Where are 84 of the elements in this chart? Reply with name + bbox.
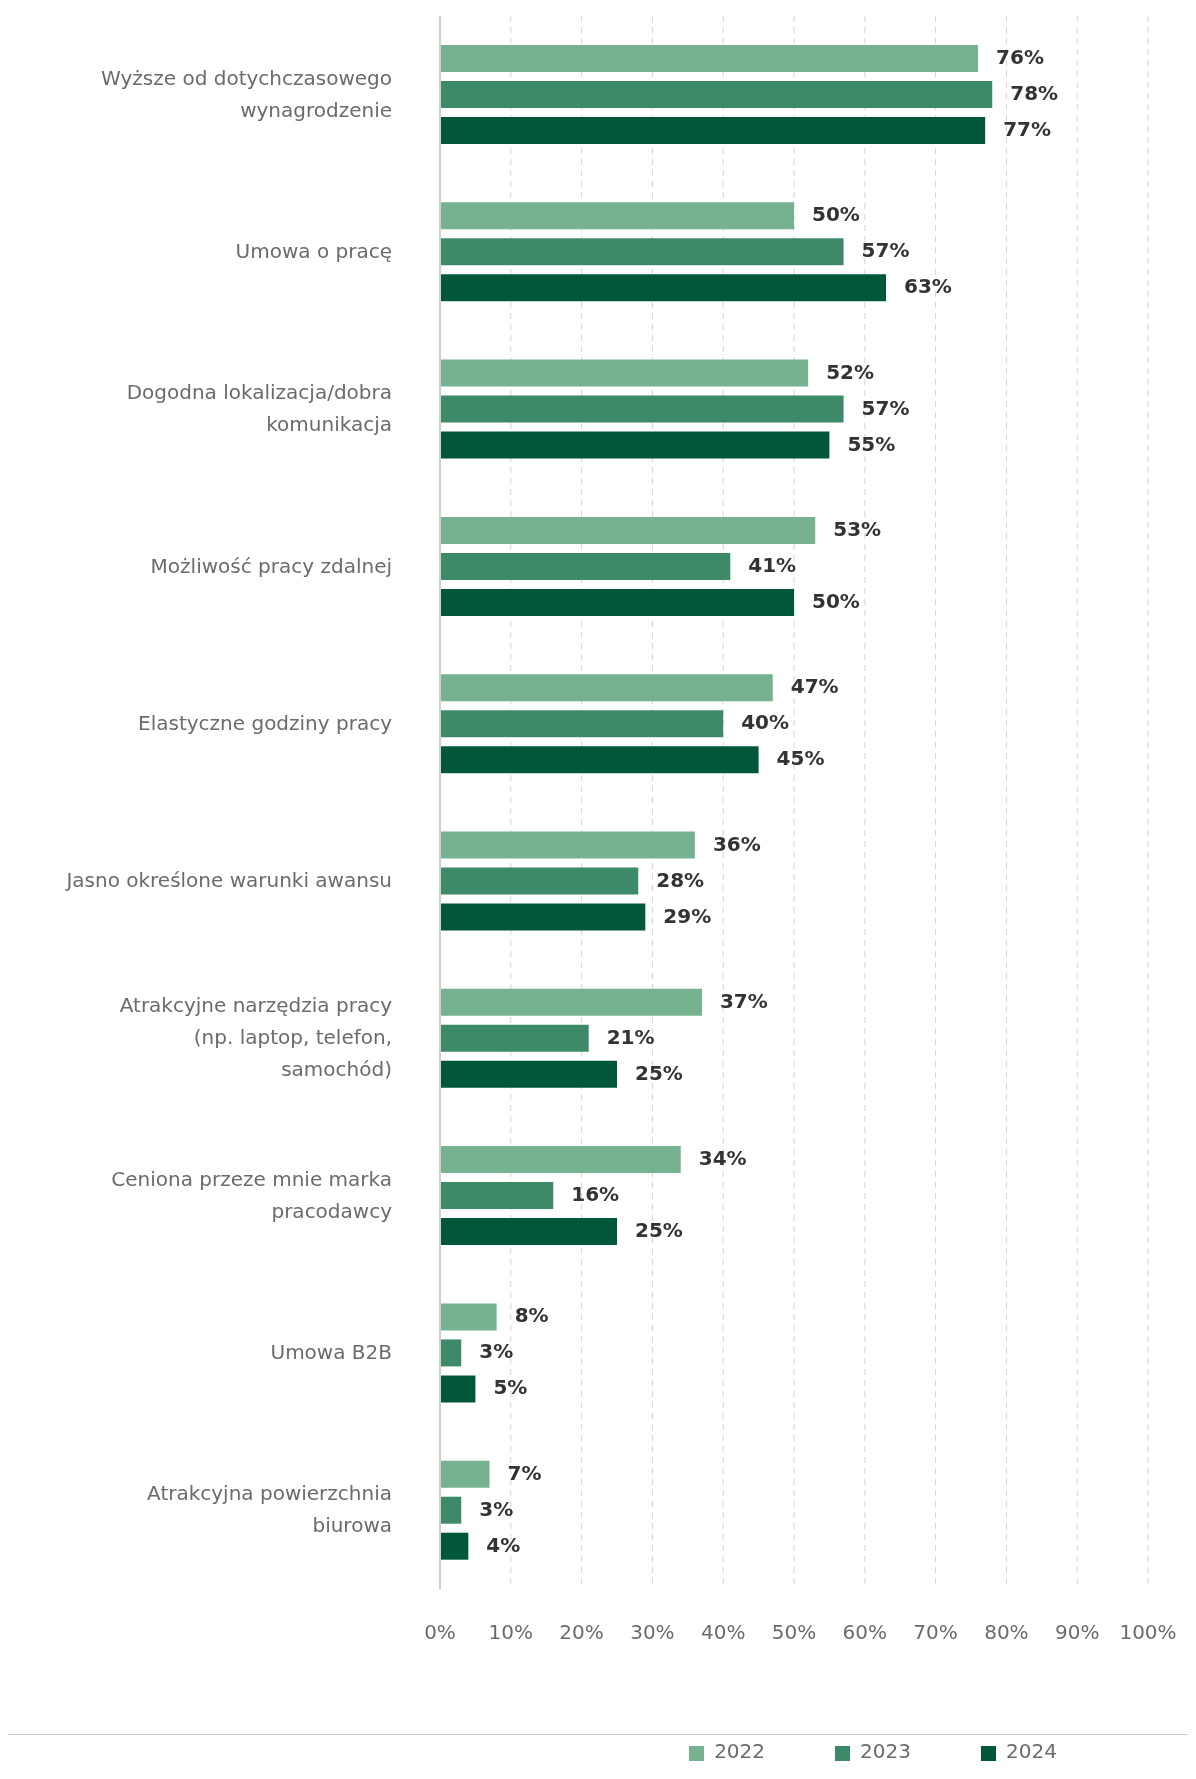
y-tick-label: Wyższe od dotychczasowego wynagrodzenie [101, 65, 392, 122]
data-label: 25% [635, 1218, 683, 1243]
data-label: 57% [861, 395, 910, 420]
x-tick-label: 30% [630, 1620, 675, 1645]
x-tick-label: 40% [700, 1620, 746, 1645]
y-tick-label: Atrakcyjna powierzchnia biurowa [147, 1480, 392, 1537]
y-tick-label: Elastyczne godziny pracy [138, 710, 393, 735]
data-label: 57% [861, 238, 910, 263]
bar [440, 588, 794, 616]
bar [440, 710, 724, 738]
bar [440, 674, 773, 702]
x-tick-label: 10% [488, 1620, 534, 1645]
bar [440, 81, 993, 108]
data-label: 37% [719, 988, 768, 1013]
bar [440, 395, 844, 423]
y-tick-label: Ceniona przeze mnie marka pracodawcy [111, 1166, 393, 1223]
data-label: 45% [776, 746, 825, 771]
bar [440, 238, 844, 266]
data-label: 3% [479, 1339, 514, 1364]
bar [440, 45, 979, 72]
bar [440, 1532, 469, 1560]
y-tick-label: Umowa o pracę [235, 238, 392, 263]
data-label: 55% [847, 431, 896, 456]
data-label: 28% [656, 867, 705, 892]
bar [440, 903, 646, 931]
bar [440, 1146, 681, 1174]
bar [440, 1339, 462, 1367]
bar [440, 1060, 617, 1088]
y-tick-label: Jasno określone warunki awansu [64, 867, 392, 892]
bar [440, 1218, 617, 1246]
legend-label: 2023 [860, 1739, 911, 1763]
data-label: 36% [712, 831, 761, 856]
bar [440, 831, 695, 859]
bar [440, 988, 702, 1016]
data-label: 25% [635, 1060, 683, 1085]
x-tick-label: 100% [1119, 1620, 1177, 1645]
bar [440, 1496, 462, 1524]
data-label: 7% [507, 1460, 542, 1485]
data-label: 78% [1010, 81, 1059, 105]
x-tick-label: 90% [1054, 1620, 1100, 1645]
bar [440, 552, 731, 580]
data-label: 40% [741, 710, 790, 735]
x-tick-label: 80% [984, 1620, 1029, 1645]
data-label: 63% [904, 274, 952, 299]
y-tick-label: Możliwość pracy zdalnej [150, 553, 392, 578]
x-tick-label: 20% [559, 1620, 604, 1645]
data-label: 76% [996, 45, 1044, 69]
bar [440, 431, 830, 459]
data-label: 16% [571, 1182, 620, 1207]
data-label: 4% [486, 1532, 521, 1557]
data-label: 5% [493, 1375, 528, 1400]
data-label: 41% [748, 552, 797, 577]
x-tick-label: 0% [424, 1620, 456, 1645]
data-label: 52% [826, 359, 875, 384]
data-label: 50% [812, 588, 860, 613]
bar [440, 1460, 490, 1488]
bar [440, 274, 887, 302]
data-label: 47% [790, 674, 839, 699]
data-label: 53% [833, 516, 882, 541]
bar [440, 516, 816, 544]
bar [440, 746, 759, 774]
legend-label: 2024 [1005, 1739, 1057, 1763]
data-label: 8% [514, 1303, 549, 1328]
bar [440, 867, 639, 895]
data-label: 77% [1003, 117, 1052, 141]
bar [440, 117, 986, 144]
bar [440, 1375, 476, 1403]
bar [440, 202, 794, 230]
y-tick-label: Atrakcyjne narzędzia pracy (np. laptop, telefon, samochód) [119, 992, 393, 1081]
bar [440, 1182, 554, 1210]
data-label: 34% [698, 1146, 747, 1171]
legend-label: 2022 [714, 1739, 766, 1763]
y-tick-label: Umowa B2B [270, 1339, 392, 1364]
y-tick-label: Dogodna lokalizacja/dobra komunikacja [126, 379, 392, 436]
data-label: 29% [663, 903, 712, 928]
bar [440, 1024, 589, 1052]
x-tick-label: 70% [913, 1620, 958, 1645]
data-label: 21% [606, 1024, 655, 1049]
bar [440, 1303, 497, 1331]
x-tick-label: 60% [842, 1620, 888, 1645]
x-tick-label: 50% [771, 1620, 817, 1645]
data-label: 3% [479, 1496, 514, 1521]
bar [440, 359, 809, 387]
data-label: 50% [812, 202, 860, 227]
